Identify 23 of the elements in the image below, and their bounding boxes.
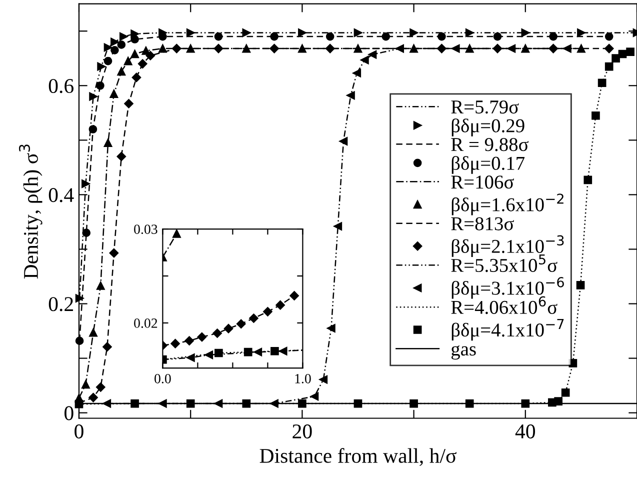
y-tick-label: 0.6	[48, 78, 74, 94]
y-tick-label: 0	[64, 406, 74, 420]
y-tick-label: 0.4	[48, 188, 74, 202]
y-tick-label: 0.2	[48, 297, 73, 312]
x-tick-label: 1.0	[295, 374, 311, 384]
legend-label: R=813σ	[451, 217, 514, 230]
legend-label: βδμ=4.1x10$^{−7}$	[452, 319, 564, 341]
x-axis-title: Distance from wall, h/σ	[260, 448, 456, 466]
legend-label: R=106σ	[451, 176, 514, 189]
legend-label: gas	[451, 345, 476, 360]
legend-label: βδμ=1.6x10$^{−2}$	[452, 194, 564, 216]
legend-label: βδμ=0.29	[452, 118, 524, 136]
legend-label: R=5.79σ	[451, 100, 519, 114]
legend-label: βδμ=2.1x10$^{−3}$	[452, 235, 564, 257]
legend-label: βδμ=0.17	[452, 156, 525, 174]
x-tick-label: 20	[292, 424, 312, 438]
y-tick-label: 0.03	[134, 224, 158, 234]
legend-label: R = 9.88σ	[451, 138, 528, 152]
x-tick-label: 0	[74, 424, 84, 438]
x-tick-label: 0.0	[154, 374, 171, 384]
y-axis-title: Density, ρ(h) σ$^{3}$	[18, 144, 42, 279]
x-tick-label: 40	[515, 424, 536, 438]
y-tick-label: 0.02	[134, 318, 158, 328]
